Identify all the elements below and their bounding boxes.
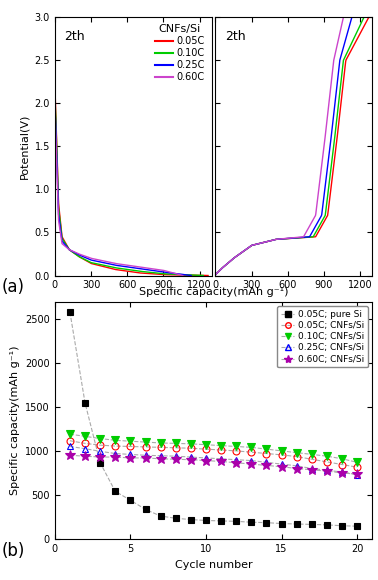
Text: 2th: 2th (64, 30, 85, 44)
Text: 2th: 2th (225, 30, 245, 44)
Text: (a): (a) (2, 278, 25, 296)
Legend: 0.05C, 0.10C, 0.25C, 0.60C: 0.05C, 0.10C, 0.25C, 0.60C (153, 22, 207, 84)
Y-axis label: Potential(V): Potential(V) (19, 114, 29, 179)
Text: Specific capacity(mAh g⁻¹): Specific capacity(mAh g⁻¹) (139, 287, 288, 297)
Text: (b): (b) (2, 542, 25, 560)
Legend: 0.05C; pure Si, 0.05C; CNFs/Si, 0.10C; CNFs/Si, 0.25C; CNFs/Si, 0.60C; CNFs/Si: 0.05C; pure Si, 0.05C; CNFs/Si, 0.10C; C… (277, 306, 368, 367)
Y-axis label: Specific capacity(mAh g⁻¹): Specific capacity(mAh g⁻¹) (10, 346, 20, 495)
X-axis label: Cycle number: Cycle number (175, 560, 253, 570)
